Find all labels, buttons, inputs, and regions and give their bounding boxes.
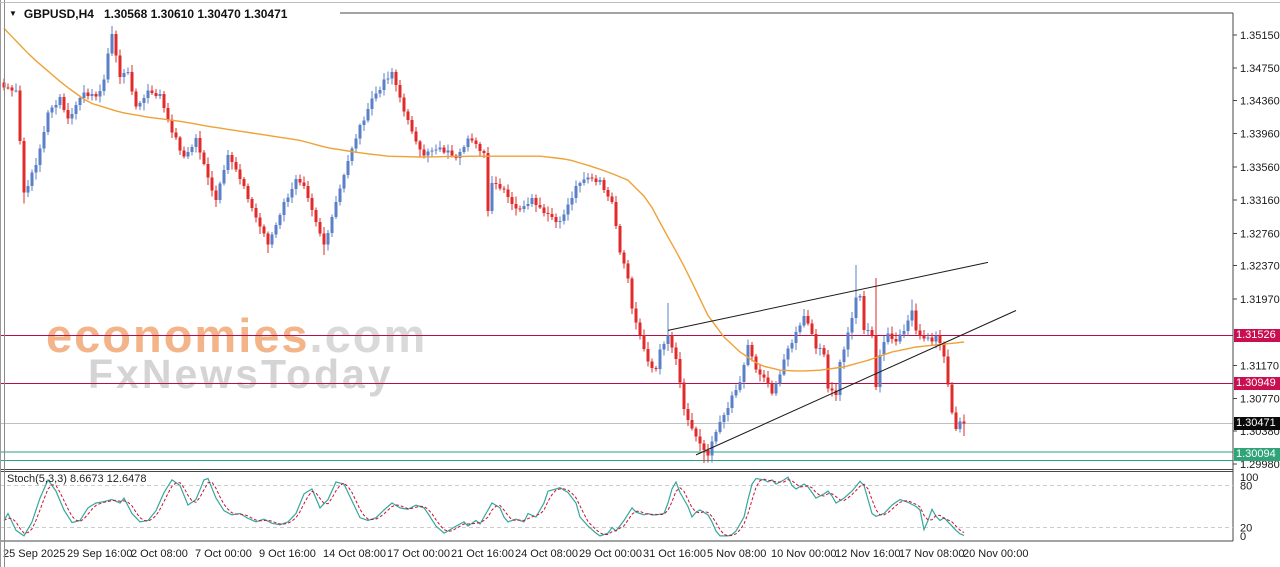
price-axis-label: 1.34360 [1240,96,1280,108]
stoch-axis-label: 20 [1240,523,1252,535]
current-price-badge: 1.30471 [1234,416,1280,430]
price-axis-label: 1.33560 [1240,162,1280,174]
price-axis-label: 1.35150 [1240,30,1280,42]
time-axis-label: 25 Sep 2025 [3,548,65,560]
time-axis-label: 31 Oct 16:00 [643,548,706,560]
price-axis-label: 1.33160 [1240,195,1280,207]
price-axis-label: 1.30770 [1240,393,1280,405]
price-axis-label: 1.32760 [1240,228,1280,240]
brand-watermark-tagline: FxNewsToday [88,351,394,397]
time-axis-label: 20 Nov 00:00 [963,548,1028,560]
time-axis-label: 21 Oct 16:00 [451,548,514,560]
stoch-axis-label: 0 [1240,531,1246,543]
chevron-down-icon[interactable]: ▼ [9,9,17,18]
target-price-badge: 1.30094 [1234,448,1280,462]
stochastic-indicator-label: Stoch(5,3,3) 8.6673 12.6478 [7,473,147,485]
price-axis-label: 1.29980 [1240,459,1280,471]
time-axis-label: 29 Oct 00:00 [579,548,642,560]
stoch-axis-label: 80 [1240,481,1252,493]
time-axis-label: 9 Oct 16:00 [259,548,316,560]
time-axis-label: 5 Nov 08:00 [707,548,766,560]
window-top-border [0,0,1280,3]
support-price-badge: 1.30949 [1234,377,1280,391]
time-axis-label: 14 Oct 08:00 [323,548,386,560]
price-axis-label: 1.32370 [1240,261,1280,273]
chart-title: ▼ GBPUSD,H4 1.30568 1.30610 1.30470 1.30… [5,5,296,22]
price-axis-label: 1.31170 [1240,360,1279,372]
time-axis-label: 17 Oct 00:00 [387,548,450,560]
stoch-axis-label: 100 [1240,472,1258,484]
time-axis-label: 24 Oct 08:00 [515,548,578,560]
time-axis-label: 29 Sep 16:00 [67,548,132,560]
time-axis-label: 17 Nov 08:00 [899,548,964,560]
price-axis-label: 1.33960 [1240,129,1280,141]
time-axis-label: 7 Oct 00:00 [195,548,252,560]
time-axis-label: 2 Oct 08:00 [131,548,188,560]
time-axis-label: 12 Nov 16:00 [835,548,900,560]
symbol-timeframe-label: GBPUSD,H4 [23,6,94,21]
window-left-border [0,0,5,567]
time-axis-label: 10 Nov 00:00 [771,548,836,560]
resistance-price-badge: 1.31526 [1234,329,1280,343]
price-axis-label: 1.31970 [1240,294,1280,306]
price-axis-label: 1.34750 [1240,63,1280,75]
ohlc-values-label: 1.30568 1.30610 1.30470 1.30471 [103,6,288,21]
